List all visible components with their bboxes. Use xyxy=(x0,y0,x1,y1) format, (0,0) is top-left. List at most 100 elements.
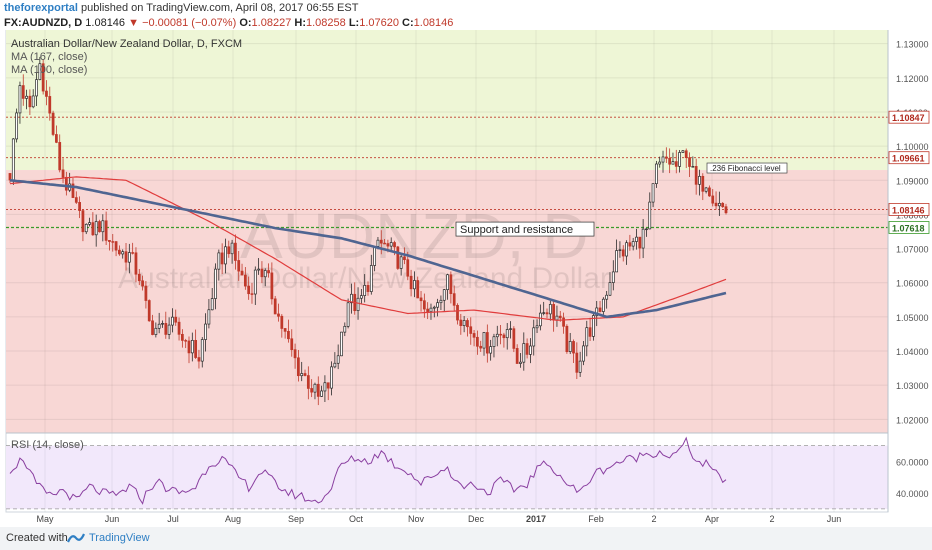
time-tick-label: 2 xyxy=(769,514,774,524)
tradingview-link[interactable]: TradingView xyxy=(89,532,150,544)
candle-body xyxy=(267,270,270,274)
candle-body xyxy=(336,355,340,364)
published-text: published on TradingView.com, April 08, … xyxy=(81,2,359,14)
price-tick-label: 1.07000 xyxy=(896,245,929,255)
candle-body xyxy=(190,339,194,354)
price-tick-label: 1.12000 xyxy=(896,74,929,84)
candle-body xyxy=(383,242,386,245)
candle-body xyxy=(157,323,161,329)
candle-body xyxy=(489,346,493,354)
candle-body xyxy=(250,293,254,295)
close-value: 1.08146 xyxy=(413,17,454,29)
candle-body xyxy=(350,293,353,304)
level-axis-label: 1.08146 xyxy=(892,205,925,215)
price-tick-label: 1.04000 xyxy=(896,347,929,357)
candle-body xyxy=(131,252,135,254)
candle-body xyxy=(598,307,602,312)
time-tick-label: 2 xyxy=(651,514,656,524)
candle-body xyxy=(396,246,400,269)
candle-body xyxy=(469,326,473,334)
candle-body xyxy=(608,282,612,296)
time-tick-label: Jul xyxy=(167,514,179,524)
candle-body xyxy=(204,323,207,340)
candle-body xyxy=(638,236,642,249)
candle-body xyxy=(442,289,446,301)
candle-body xyxy=(127,252,131,263)
candle-body xyxy=(621,249,625,257)
candle-body xyxy=(631,241,635,247)
candle-body xyxy=(326,382,330,389)
candle-body xyxy=(61,169,65,178)
candle-body xyxy=(260,268,264,278)
candle-body xyxy=(684,150,688,158)
rsi-line xyxy=(9,436,727,505)
candle-body xyxy=(429,307,433,312)
time-tick-label: Feb xyxy=(588,514,604,524)
candlestick-series xyxy=(8,56,728,406)
candle-body xyxy=(393,242,396,248)
candle-body xyxy=(717,202,721,207)
tradingview-logo-icon xyxy=(67,533,85,543)
horizontal-levels xyxy=(6,116,888,229)
rsi-axis[interactable]: 60.0000 40.0000 xyxy=(896,457,929,499)
candle-body xyxy=(270,272,274,300)
candle-body xyxy=(253,269,257,295)
candle-body xyxy=(234,242,237,261)
candle-body xyxy=(379,239,383,244)
candle-body xyxy=(698,175,701,185)
candle-body xyxy=(293,349,297,359)
candle-body xyxy=(8,173,12,181)
candle-body xyxy=(187,340,191,354)
candle-body xyxy=(356,297,360,311)
candle-body xyxy=(174,316,178,323)
candle-body xyxy=(658,161,662,165)
author-link[interactable]: theforexportal xyxy=(4,2,78,14)
candle-body xyxy=(416,280,420,299)
price-chart[interactable]: AUDNZD, D Australian Dollar/New Zealand … xyxy=(0,30,932,527)
price-tick-label: 1.03000 xyxy=(896,381,929,391)
candle-body xyxy=(316,383,320,397)
candle-body xyxy=(422,300,426,310)
candle-body xyxy=(35,79,38,97)
price-tick-label: 1.13000 xyxy=(896,40,929,50)
candle-body xyxy=(51,112,55,135)
low-value: 1.07620 xyxy=(359,17,399,29)
candle-body xyxy=(641,228,645,249)
candle-body xyxy=(210,298,214,311)
candle-body xyxy=(180,333,184,341)
candle-body xyxy=(562,317,565,327)
candle-body xyxy=(48,96,52,114)
candle-body xyxy=(277,313,280,317)
candle-body xyxy=(515,348,519,364)
candle-body xyxy=(373,246,377,266)
candle-body xyxy=(668,157,672,165)
candle-body xyxy=(101,220,105,233)
candle-body xyxy=(144,285,148,301)
publish-header: theforexportal published on TradingView.… xyxy=(4,2,928,14)
candle-body xyxy=(194,339,198,358)
candle-body xyxy=(230,242,234,255)
candle-body xyxy=(505,329,509,339)
candle-body xyxy=(114,241,118,251)
candle-body xyxy=(31,95,35,108)
level-label-box xyxy=(888,221,930,234)
candle-body xyxy=(648,201,652,230)
price-tick-label: 1.10000 xyxy=(896,142,929,152)
candle-body xyxy=(664,156,668,159)
candle-body xyxy=(333,362,337,368)
candle-body xyxy=(257,268,260,271)
support-resistance-label: Support and resistance xyxy=(460,224,573,236)
candle-body xyxy=(207,309,211,325)
candle-body xyxy=(588,327,592,337)
candle-body xyxy=(403,256,406,261)
ma-167-legend: MA (167, close) xyxy=(11,51,87,63)
candle-body xyxy=(611,271,615,283)
ma-100-legend: MA (100, close) xyxy=(11,64,87,76)
candle-body xyxy=(674,161,678,167)
time-axis[interactable]: May Jun Jul Aug Sep Oct Nov Dec 2017 Feb 2 Apr 2 Jun xyxy=(36,514,841,524)
price-tick-label: 1.05000 xyxy=(896,313,929,323)
symbol-label: FX:AUDNZD, D xyxy=(4,17,83,29)
candle-body xyxy=(645,228,648,231)
candle-body xyxy=(15,112,19,140)
rsi-pane-background xyxy=(6,445,888,509)
